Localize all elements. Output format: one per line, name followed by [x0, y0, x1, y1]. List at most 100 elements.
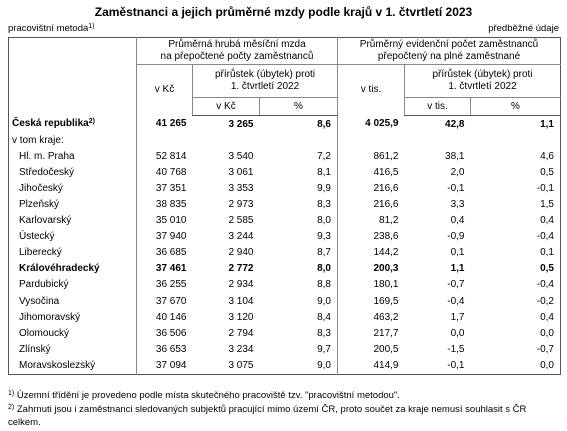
table-cell [471, 132, 561, 148]
label-text: Středočeský [19, 166, 75, 178]
table-cell: 8,7 [317, 247, 331, 259]
table-cell: 37 940 [136, 228, 193, 245]
table-cell: 37 094 [136, 357, 193, 374]
table-cell: 0,5 [540, 166, 554, 178]
footnote-mark: 2) [8, 404, 15, 411]
table-cell: 169,5 [337, 293, 405, 310]
table-cell: 180,1 [337, 276, 405, 294]
table: Průměrná hrubá měsíční mzda na přepočtené… [8, 37, 561, 375]
table-cell: -1,5 [447, 343, 465, 355]
table-cell: 200,3 [337, 260, 405, 277]
table-row: Pardubický 36 255 2 934 8,8 180,1 -0,7 -0,4 [9, 276, 561, 294]
row-label: Středočeský [9, 164, 137, 180]
table-cell: 3 075 [228, 359, 254, 371]
table-cell: 9,9 [317, 182, 331, 194]
table-cell: 2 794 [228, 327, 254, 339]
header-row: v Kč% v tis.% [9, 97, 561, 116]
table-cell: 8,3 [317, 327, 331, 339]
sub-unit-header: v Kč [192, 97, 260, 116]
table-cell: 9,3 [317, 231, 331, 243]
row-label: Jihomoravský [9, 309, 137, 325]
table-row: Zlínský 36 653 3 234 9,7 200,5 -1,5 -0,7 [9, 341, 561, 358]
label-text: Královéhradecký [19, 263, 100, 275]
table-cell: 8,8 [317, 279, 331, 291]
table-cell: 81,2 [337, 212, 405, 229]
table-cell: 42,8 [445, 118, 465, 130]
table-cell: 2 772 [228, 263, 254, 275]
sub-unit-header: % [470, 97, 561, 116]
table-cell [193, 132, 260, 148]
title: Zaměstnanci a jejich průměrné mzdy podle… [94, 5, 473, 19]
group-header: Průměrná hrubá měsíční mzda na přepočtené… [136, 37, 338, 65]
table-cell: 0,0 [450, 327, 465, 339]
header-line: 1. čtvrtletí 2022 [230, 81, 300, 92]
table-row: Jihomoravský 40 146 3 120 8,4 463,2 1,7 0,4 [9, 309, 561, 326]
table-cell: 7,2 [317, 150, 331, 162]
row-label: Moravskoslezský [9, 357, 137, 374]
header-line: přírůstek (úbytek) proti [214, 69, 316, 80]
footnote: 1) Územní třídění je provedeno podle mís… [8, 389, 558, 402]
row-label: Jihočeský [9, 180, 137, 196]
table-cell: 3 265 [228, 118, 254, 130]
table-cell: 3 120 [228, 311, 254, 323]
table-cell: 861,2 [337, 148, 405, 165]
table-cell: 200,5 [337, 341, 405, 358]
table-cell: -0,1 [447, 359, 465, 371]
table-cell: -0,9 [447, 231, 465, 243]
table-cell: 3 353 [228, 182, 254, 194]
label-text: Zlínský [19, 343, 51, 355]
table-cell: 216,6 [337, 180, 405, 197]
header-line: přepočtený na plné zaměstnané [377, 51, 521, 62]
table-cell: -0,4 [536, 279, 554, 291]
group-header: Průměrný evidenční počet zaměstnanců přep… [337, 37, 561, 65]
note-mark: 2) [88, 118, 95, 126]
status: předběžné údaje [488, 23, 559, 34]
table-row: Středočeský 40 768 3 061 8,1 416,5 2,0 0,5 [9, 164, 561, 181]
unit-header: v tis. [337, 64, 405, 116]
table-cell: 0,4 [540, 311, 554, 323]
change-header: přírůstek (úbytek) proti 1. čtvrtletí 202… [192, 64, 338, 98]
table-cell: 37 670 [136, 293, 193, 310]
table-cell: 1,1 [450, 263, 465, 275]
change-header: přírůstek (úbytek) proti 1. čtvrtletí 202… [404, 64, 561, 98]
table-row: Jihočeský 37 351 3 353 9,9 216,6 -0,1 -0,1 [9, 180, 561, 197]
table-row: Plzeňský 38 835 2 973 8,3 216,6 3,3 1,5 [9, 196, 561, 213]
table-cell: -0,2 [536, 295, 554, 307]
table-cell: 2 585 [228, 215, 254, 227]
table-cell: 238,6 [337, 228, 405, 245]
table-cell: 52 814 [136, 148, 193, 165]
table-cell: 414,9 [337, 357, 405, 374]
table-cell: 2 973 [228, 199, 254, 211]
row-label: Olomoucký [9, 325, 137, 341]
label-text: Olomoucký [19, 327, 70, 339]
row-label: Pardubický [9, 277, 137, 293]
footnote-text: Územní třídění je provedeno podle místa … [16, 390, 400, 401]
row-label: Královéhradecký [9, 261, 137, 277]
header-row: v Kč přírůstek (úbytek) proti 1. čtvrtletí… [9, 64, 561, 116]
table-cell: 36 506 [136, 325, 193, 342]
label-text: Jihočeský [19, 182, 63, 194]
table-body: Česká republika2) 41 265 3 265 8,6 4 025,9 42… [9, 115, 561, 374]
table-cell: 35 010 [136, 212, 193, 229]
table-cell: 41 265 [136, 115, 193, 133]
table-cell: 0,4 [450, 215, 465, 227]
footnote-text: Zahrnuti jsou i zaměstnanci sledovaných … [8, 404, 527, 428]
table-cell: 3 061 [228, 166, 254, 178]
header-line: 1. čtvrtletí 2022 [448, 81, 517, 92]
row-label: Karlovarský [9, 213, 137, 229]
table-row: Vysočina 37 670 3 104 9,0 169,5 -0,4 -0,2 [9, 293, 561, 310]
table-cell: 1,5 [540, 199, 554, 211]
table-cell: 9,7 [317, 343, 331, 355]
table-cell: 144,2 [337, 244, 405, 261]
table-cell: 3 234 [228, 343, 254, 355]
table-cell: 40 768 [136, 164, 193, 181]
table-cell: 36 653 [136, 341, 193, 358]
table-cell: 3,3 [450, 199, 465, 211]
table-cell: 9,0 [317, 359, 331, 371]
label-text: Plzeňský [19, 199, 60, 211]
table-row: Česká republika2) 41 265 3 265 8,6 4 025,9 42… [9, 115, 561, 133]
table-cell: -0,7 [536, 343, 554, 355]
table-cell: 4 025,9 [337, 115, 405, 133]
table-cell: 9,0 [317, 295, 331, 307]
